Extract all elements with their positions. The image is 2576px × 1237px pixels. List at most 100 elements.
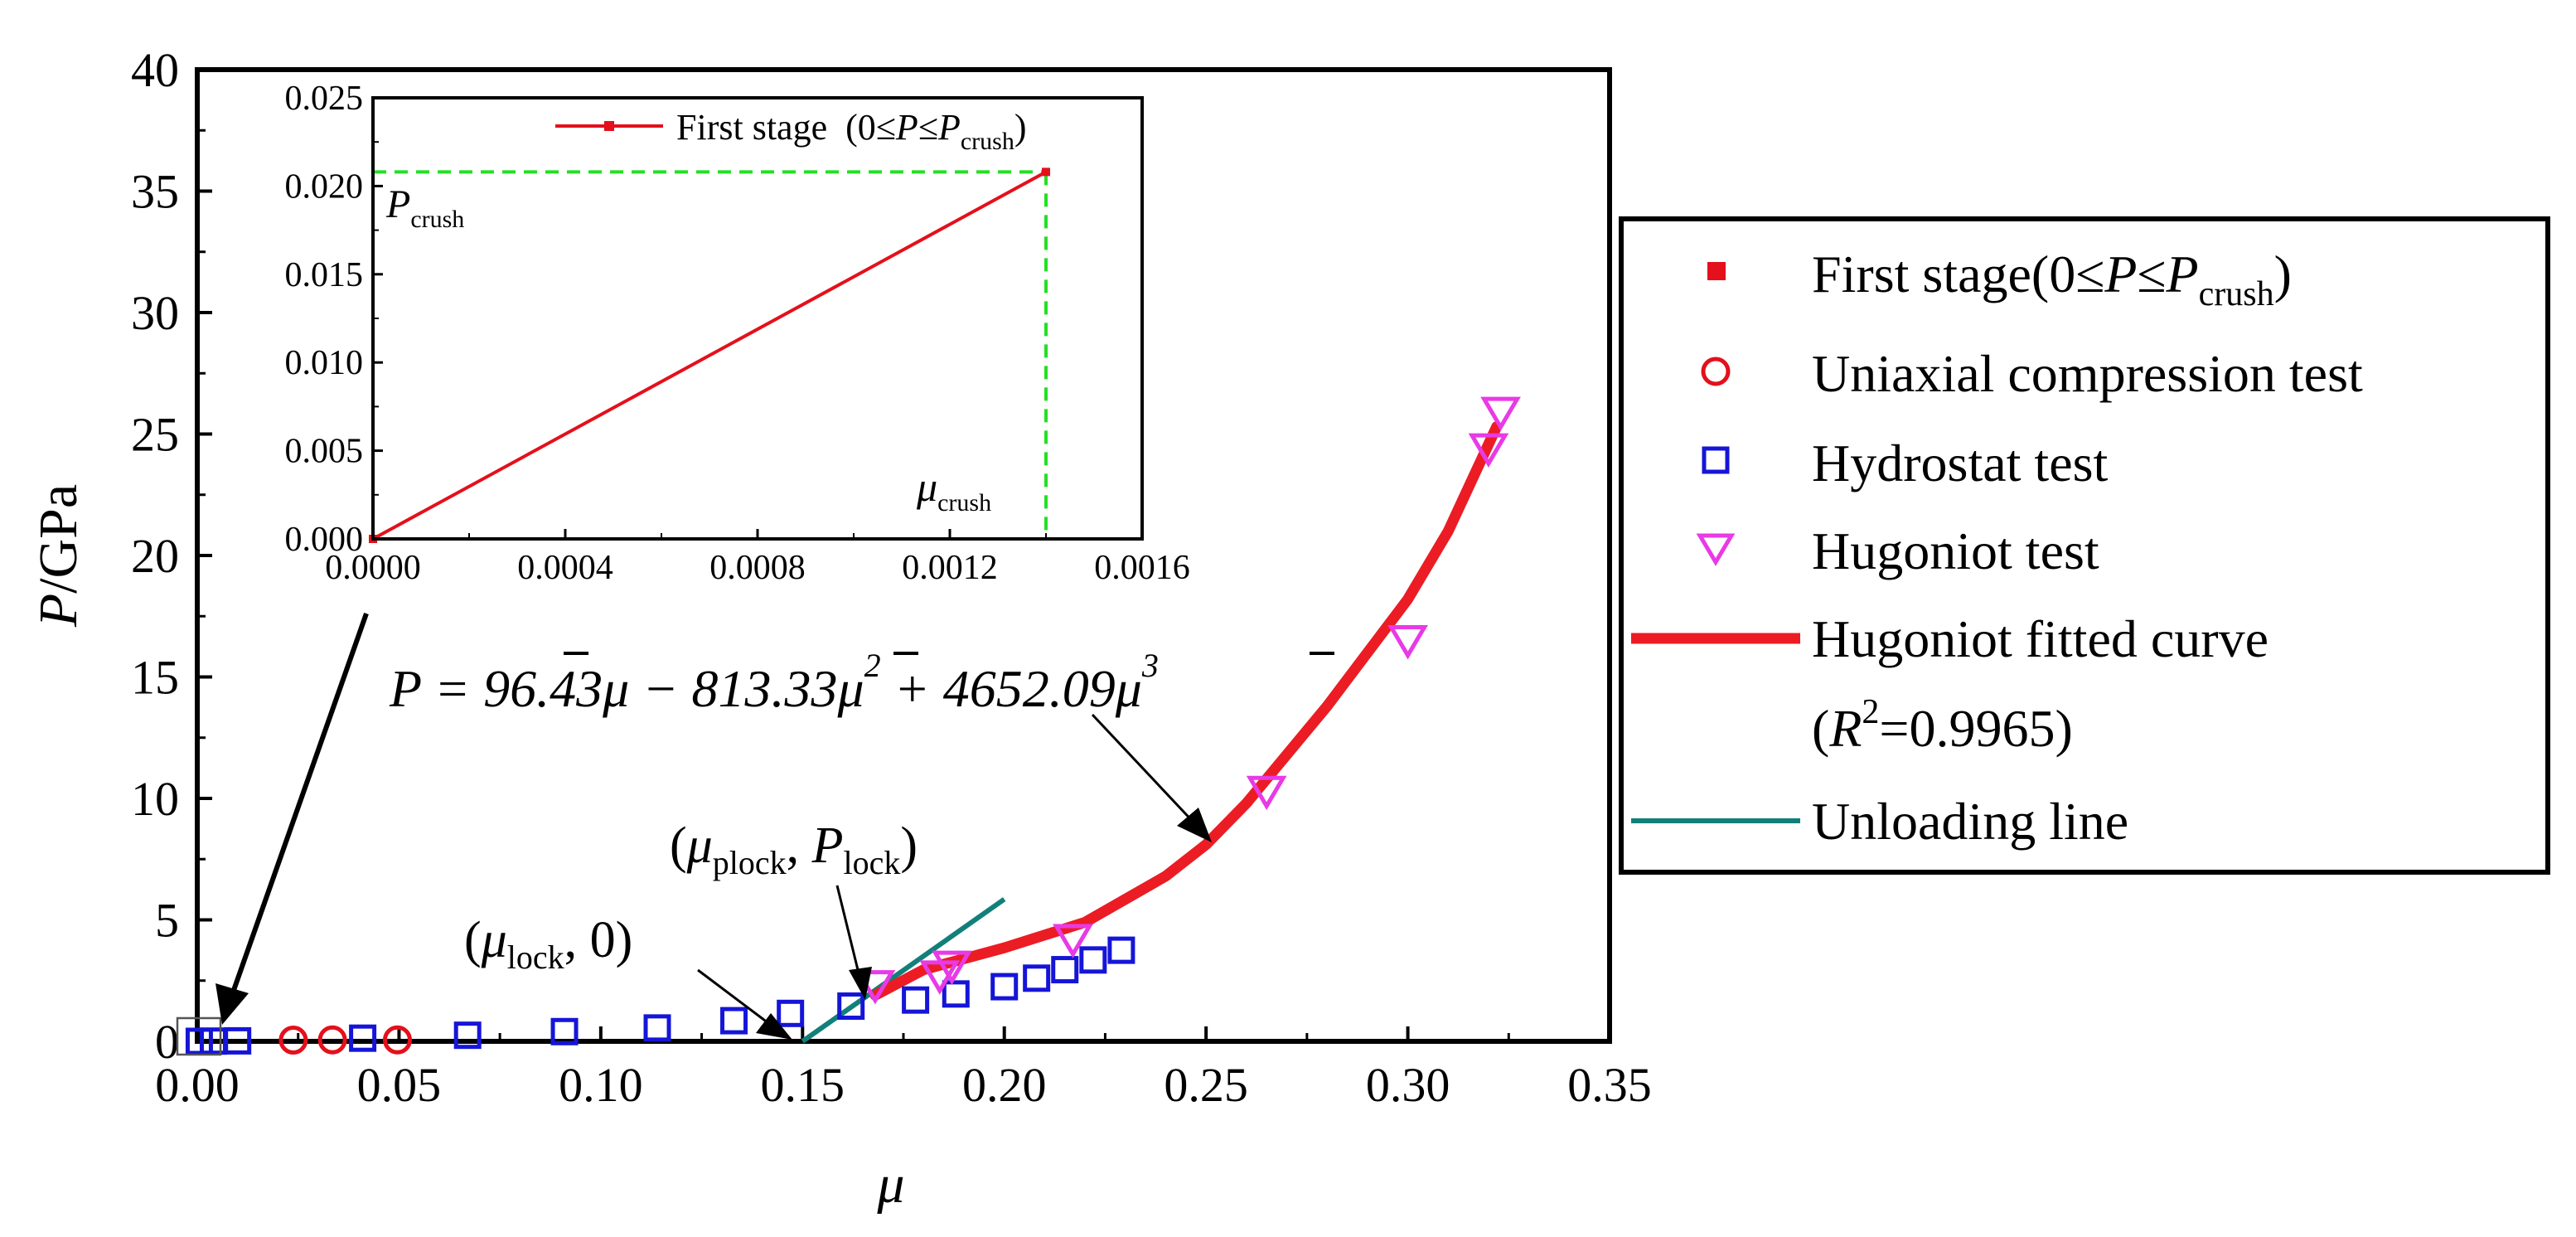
x-tick-label: 0.15 xyxy=(761,1058,845,1112)
x-tick-label: 0.10 xyxy=(559,1058,643,1112)
hydrostat-point xyxy=(902,986,930,1014)
unloading-line xyxy=(801,897,1006,1044)
hugoniot-point xyxy=(1246,775,1287,811)
eq-mu3: μ xyxy=(1115,659,1142,718)
inset-y-tick-label: 0.010 xyxy=(285,344,364,382)
inset-y-tick-label: 0.005 xyxy=(285,433,364,471)
hydrostat-point xyxy=(990,973,1019,1001)
hydrostat-point xyxy=(453,1021,482,1050)
equation-arrow-line xyxy=(1091,713,1198,827)
inset-y-tick-label: 0.025 xyxy=(285,80,364,118)
y-tick-label: 0 xyxy=(155,1015,179,1069)
legend: First stage(0≤P≤Pcrush) Uniaxial compres… xyxy=(1619,216,2550,875)
inset-x-tick-label: 0.0008 xyxy=(709,549,806,587)
x-tick-label: 0.00 xyxy=(155,1058,240,1112)
hydrostat-point xyxy=(942,980,970,1008)
main-tick-labels: 0.00 0.05 0.10 0.15 0.20 0.25 0.30 0.3505101520… xyxy=(131,43,1652,1112)
hugoniot-fitted-curve xyxy=(869,421,1503,1001)
eq-sup3: 3 xyxy=(1141,647,1159,684)
inset-background xyxy=(373,98,1142,539)
y-tick-label: 40 xyxy=(131,43,179,97)
legend-hugoniot-label: Hugoniot test xyxy=(1812,521,2099,580)
legend-uniaxial-marker xyxy=(1701,357,1731,386)
inset-crush-lines xyxy=(373,170,1048,539)
inset-x-tick-label: 0.0016 xyxy=(1094,549,1190,587)
hydrostat-point xyxy=(349,1024,377,1052)
unloading-line-layer xyxy=(801,897,1006,1044)
hydrostat-point xyxy=(550,1017,579,1045)
svg-text:P = 96.43μ − 813.33μ2 + 4652.0: P = 96.43μ − 813.33μ2 + 4652.09μ3 xyxy=(389,647,1159,718)
inset-y-tick-label: 0.020 xyxy=(285,167,364,206)
inset-legend-marker xyxy=(604,121,614,131)
y-axis-label: P/GPa xyxy=(28,484,89,628)
hugoniot-point xyxy=(932,950,972,986)
y-tick-label: 35 xyxy=(131,165,179,219)
inset-legend-label: First stage (0≤P≤Pcrush) xyxy=(676,107,1027,155)
inset-x-tick-label: 0.0000 xyxy=(325,549,421,587)
hydrostat-point xyxy=(1107,936,1135,964)
legend-fitted-label: Hugoniot fitted curve xyxy=(1812,609,2269,668)
inset-p-crush-label: Pcrush xyxy=(385,182,464,233)
x-tick-label: 0.20 xyxy=(962,1058,1047,1112)
legend-hydrostat-marker xyxy=(1702,446,1730,474)
inset-first-stage-point xyxy=(1042,167,1050,177)
hugoniot-point xyxy=(1387,625,1428,660)
inset-x-tick-label: 0.0004 xyxy=(517,549,613,587)
eq-lhs: P = 96.43 xyxy=(389,659,603,718)
lock-arrow-head xyxy=(756,1013,792,1040)
hydrostat-point xyxy=(643,1014,671,1042)
legend-hydrostat-label: Hydrostat test xyxy=(1812,434,2109,492)
y-tick-label: 20 xyxy=(131,529,179,583)
plock-arrow-head xyxy=(849,967,872,1000)
plock-arrow-line xyxy=(835,885,862,981)
uniaxial-point xyxy=(278,1026,308,1055)
equation-arrow-head xyxy=(1177,808,1212,842)
inset-arrow-line xyxy=(230,613,369,996)
inset-mu-crush-label: μcrush xyxy=(916,463,991,517)
lock-arrow-line xyxy=(697,968,776,1030)
markers-layer xyxy=(185,396,1521,1055)
hugoniot-point xyxy=(1480,396,1521,432)
eq-t2: − 813.33 xyxy=(629,659,837,718)
hydrostat-point xyxy=(837,992,865,1021)
fit-equation: P = 96.43μ − 813.33μ2 + 4652.09μ3 xyxy=(389,647,1334,718)
hydrostat-point xyxy=(1023,964,1051,992)
eq-sup2: 2 xyxy=(864,647,881,684)
eq-mu1: μ xyxy=(602,659,629,718)
uniaxial-point xyxy=(382,1025,412,1055)
hydrostat-point xyxy=(1079,946,1107,974)
y-tick-label: 10 xyxy=(131,772,179,826)
inset-arrow-head xyxy=(215,983,249,1025)
x-tick-label: 0.25 xyxy=(1164,1058,1248,1112)
inset-tick-labels: 0.0000 0.0004 0.0008 0.0012 0.0016 0.000 0.005… xyxy=(285,80,1190,587)
x-axis-label: μ xyxy=(876,1154,904,1215)
inset-y-tick-label: 0.000 xyxy=(285,521,364,559)
legend-first-stage-marker xyxy=(1707,262,1726,280)
main-ticks xyxy=(196,68,1611,1043)
hydrostat-point xyxy=(720,1007,748,1035)
origin-zoom-box xyxy=(176,1016,222,1056)
lock-annotation: (μlock, 0) xyxy=(464,912,632,976)
y-tick-label: 25 xyxy=(131,408,179,462)
legend-hugoniot-marker xyxy=(1696,533,1736,566)
inset-first-stage-segment xyxy=(372,170,1047,541)
x-tick-label: 0.30 xyxy=(1366,1058,1450,1112)
inset-chart: 0.0000 0.0004 0.0008 0.0012 0.0016 0.000 0.005… xyxy=(285,80,1190,587)
eq-t3: + 4652.09 xyxy=(881,659,1116,718)
y-tick-label: 5 xyxy=(155,894,179,948)
plock-annotation: (μplock, Plock) xyxy=(670,817,918,881)
hugoniot-point xyxy=(1468,433,1509,468)
legend-box xyxy=(1619,216,2550,875)
inset-y-tick-label: 0.015 xyxy=(285,256,364,294)
legend-first-stage-label: First stage(0≤P≤Pcrush) xyxy=(1812,245,2292,313)
uniaxial-point xyxy=(317,1025,347,1055)
legend-uniaxial-label: Uniaxial compression test xyxy=(1812,344,2363,403)
hydrostat-point xyxy=(1051,956,1079,984)
y-tick-label: 30 xyxy=(131,286,179,340)
legend-unloading-label: Unloading line xyxy=(1812,792,2128,851)
x-tick-label: 0.05 xyxy=(357,1058,442,1112)
hydrostat-point xyxy=(224,1026,252,1055)
inset-frame xyxy=(371,96,1144,541)
hugoniot-point xyxy=(1053,924,1093,958)
x-tick-label: 0.35 xyxy=(1567,1058,1652,1112)
